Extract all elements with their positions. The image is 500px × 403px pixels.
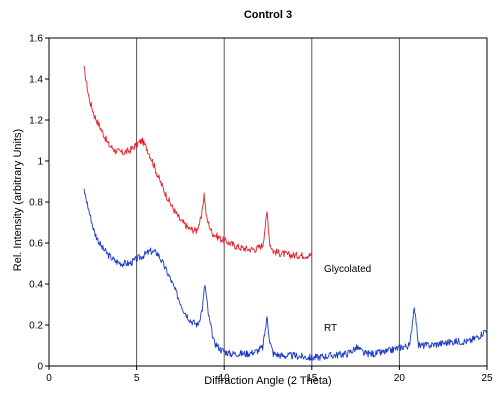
y-tick-label: 0 xyxy=(37,362,43,373)
x-tick-label: 25 xyxy=(481,373,493,384)
y-tick-label: 1.4 xyxy=(29,75,43,86)
series-line-rt xyxy=(83,188,488,361)
grid xyxy=(136,38,400,366)
y-tick-label: 0.8 xyxy=(29,198,43,209)
y-tick-label: 1.6 xyxy=(29,34,43,45)
y-axis-label: Rel. Intensity (arbitrary Units) xyxy=(12,129,24,271)
x-tick-label: 15 xyxy=(306,373,318,384)
y-tick-label: 1.2 xyxy=(29,116,43,127)
chart-title: Control 3 xyxy=(244,9,292,21)
series-group xyxy=(83,65,488,361)
y-tick-label: 0.6 xyxy=(29,239,43,250)
x-tick-label: 5 xyxy=(134,373,140,384)
plot-frame xyxy=(48,37,488,367)
annotation-glycolated: Glycolated xyxy=(324,264,371,275)
axes: 0 5 10 15 20 25 0 0.2 0.4 0.6 0.8 1 1.2 1.4 1.6 xyxy=(29,34,493,385)
y-tick-label: 1 xyxy=(37,157,43,168)
x-tick-label: 10 xyxy=(219,373,231,384)
x-tick-label: 0 xyxy=(46,373,52,384)
x-axis-label: Diffraction Angle (2 Theta) xyxy=(204,375,331,387)
series-line-glycolated xyxy=(83,65,313,260)
y-tick-label: 0.4 xyxy=(29,280,43,291)
x-tick-label: 20 xyxy=(394,373,406,384)
annotation-rt: RT xyxy=(324,323,337,334)
y-tick-label: 0.2 xyxy=(29,321,43,332)
